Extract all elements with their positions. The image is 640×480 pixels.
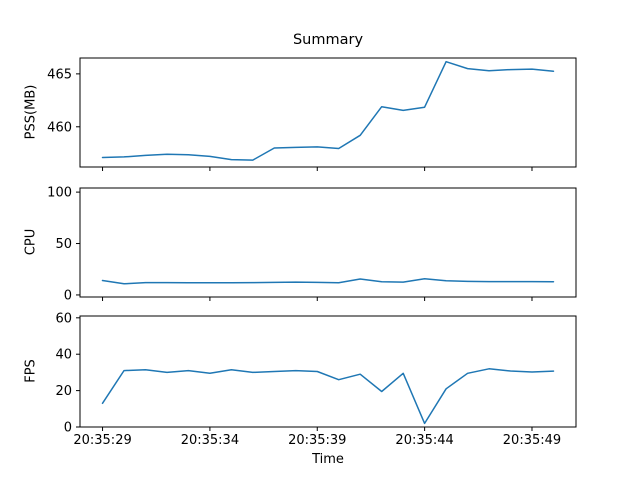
x-axis-label: Time bbox=[312, 452, 344, 467]
chart-title: Summary bbox=[292, 32, 364, 48]
y-tick-label-cpu: 0 bbox=[64, 288, 72, 303]
y-tick-label-pss: 465 bbox=[47, 67, 72, 82]
y-tick-label-pss: 460 bbox=[47, 120, 72, 135]
subplot-frame-fps bbox=[79, 315, 577, 428]
subplot-frame-pss bbox=[79, 57, 577, 168]
y-tick-label-fps: 0 bbox=[64, 421, 72, 436]
y-tick-label-fps: 40 bbox=[55, 348, 72, 363]
x-tick-label: 20:35:29 bbox=[73, 433, 131, 448]
y-tick-label-cpu: 100 bbox=[47, 186, 72, 201]
x-tick-label: 20:35:34 bbox=[181, 433, 239, 448]
cpu-line bbox=[101, 277, 555, 285]
x-tick-label: 20:35:49 bbox=[503, 433, 561, 448]
y-tick-label-fps: 20 bbox=[55, 384, 72, 399]
subplot-frame-cpu bbox=[79, 187, 577, 298]
y-tick-label-cpu: 50 bbox=[55, 237, 72, 252]
fps-line bbox=[101, 368, 555, 425]
y-tick-label-fps: 60 bbox=[55, 311, 72, 326]
pss-line bbox=[101, 60, 555, 161]
x-tick-label: 20:35:39 bbox=[288, 433, 346, 448]
x-tick-label: 20:35:44 bbox=[395, 433, 453, 448]
